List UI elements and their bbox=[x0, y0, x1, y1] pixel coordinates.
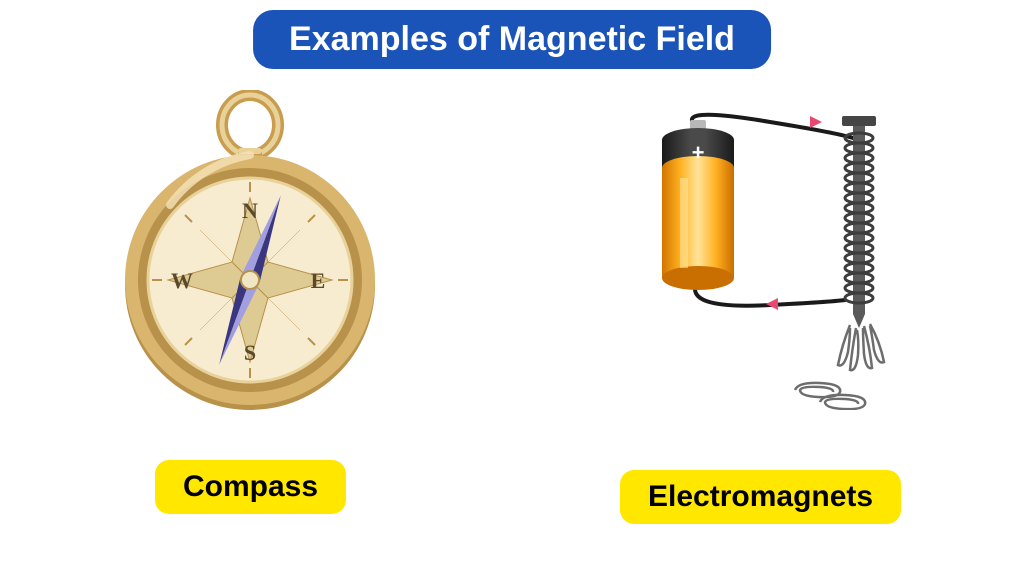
battery-body bbox=[662, 168, 734, 278]
compass-dir-n: N bbox=[242, 198, 258, 223]
compass-dir-s: S bbox=[244, 340, 256, 365]
electromagnet-svg: + bbox=[620, 110, 920, 410]
current-arrows bbox=[766, 116, 822, 310]
battery: + bbox=[662, 120, 734, 290]
battery-plus: + bbox=[692, 140, 705, 165]
compass-label: Compass bbox=[155, 460, 346, 514]
nail-point bbox=[853, 314, 865, 328]
compass-svg: N S W E bbox=[110, 90, 390, 420]
nail-head bbox=[842, 116, 876, 126]
compass-pivot bbox=[241, 271, 259, 289]
compass-ring-highlight bbox=[222, 95, 278, 155]
paperclips-hanging bbox=[838, 324, 884, 370]
compass-illustration: N S W E bbox=[110, 90, 390, 420]
nail-assembly bbox=[842, 116, 876, 328]
page-title: Examples of Magnetic Field bbox=[253, 10, 771, 69]
compass-dir-e: E bbox=[311, 268, 326, 293]
compass-dir-w: W bbox=[171, 268, 193, 293]
paperclips-loose bbox=[795, 383, 865, 409]
battery-bottom bbox=[662, 266, 734, 290]
electromagnet-illustration: + bbox=[620, 110, 920, 410]
battery-highlight bbox=[680, 178, 688, 268]
electromagnets-label: Electromagnets bbox=[620, 470, 901, 524]
